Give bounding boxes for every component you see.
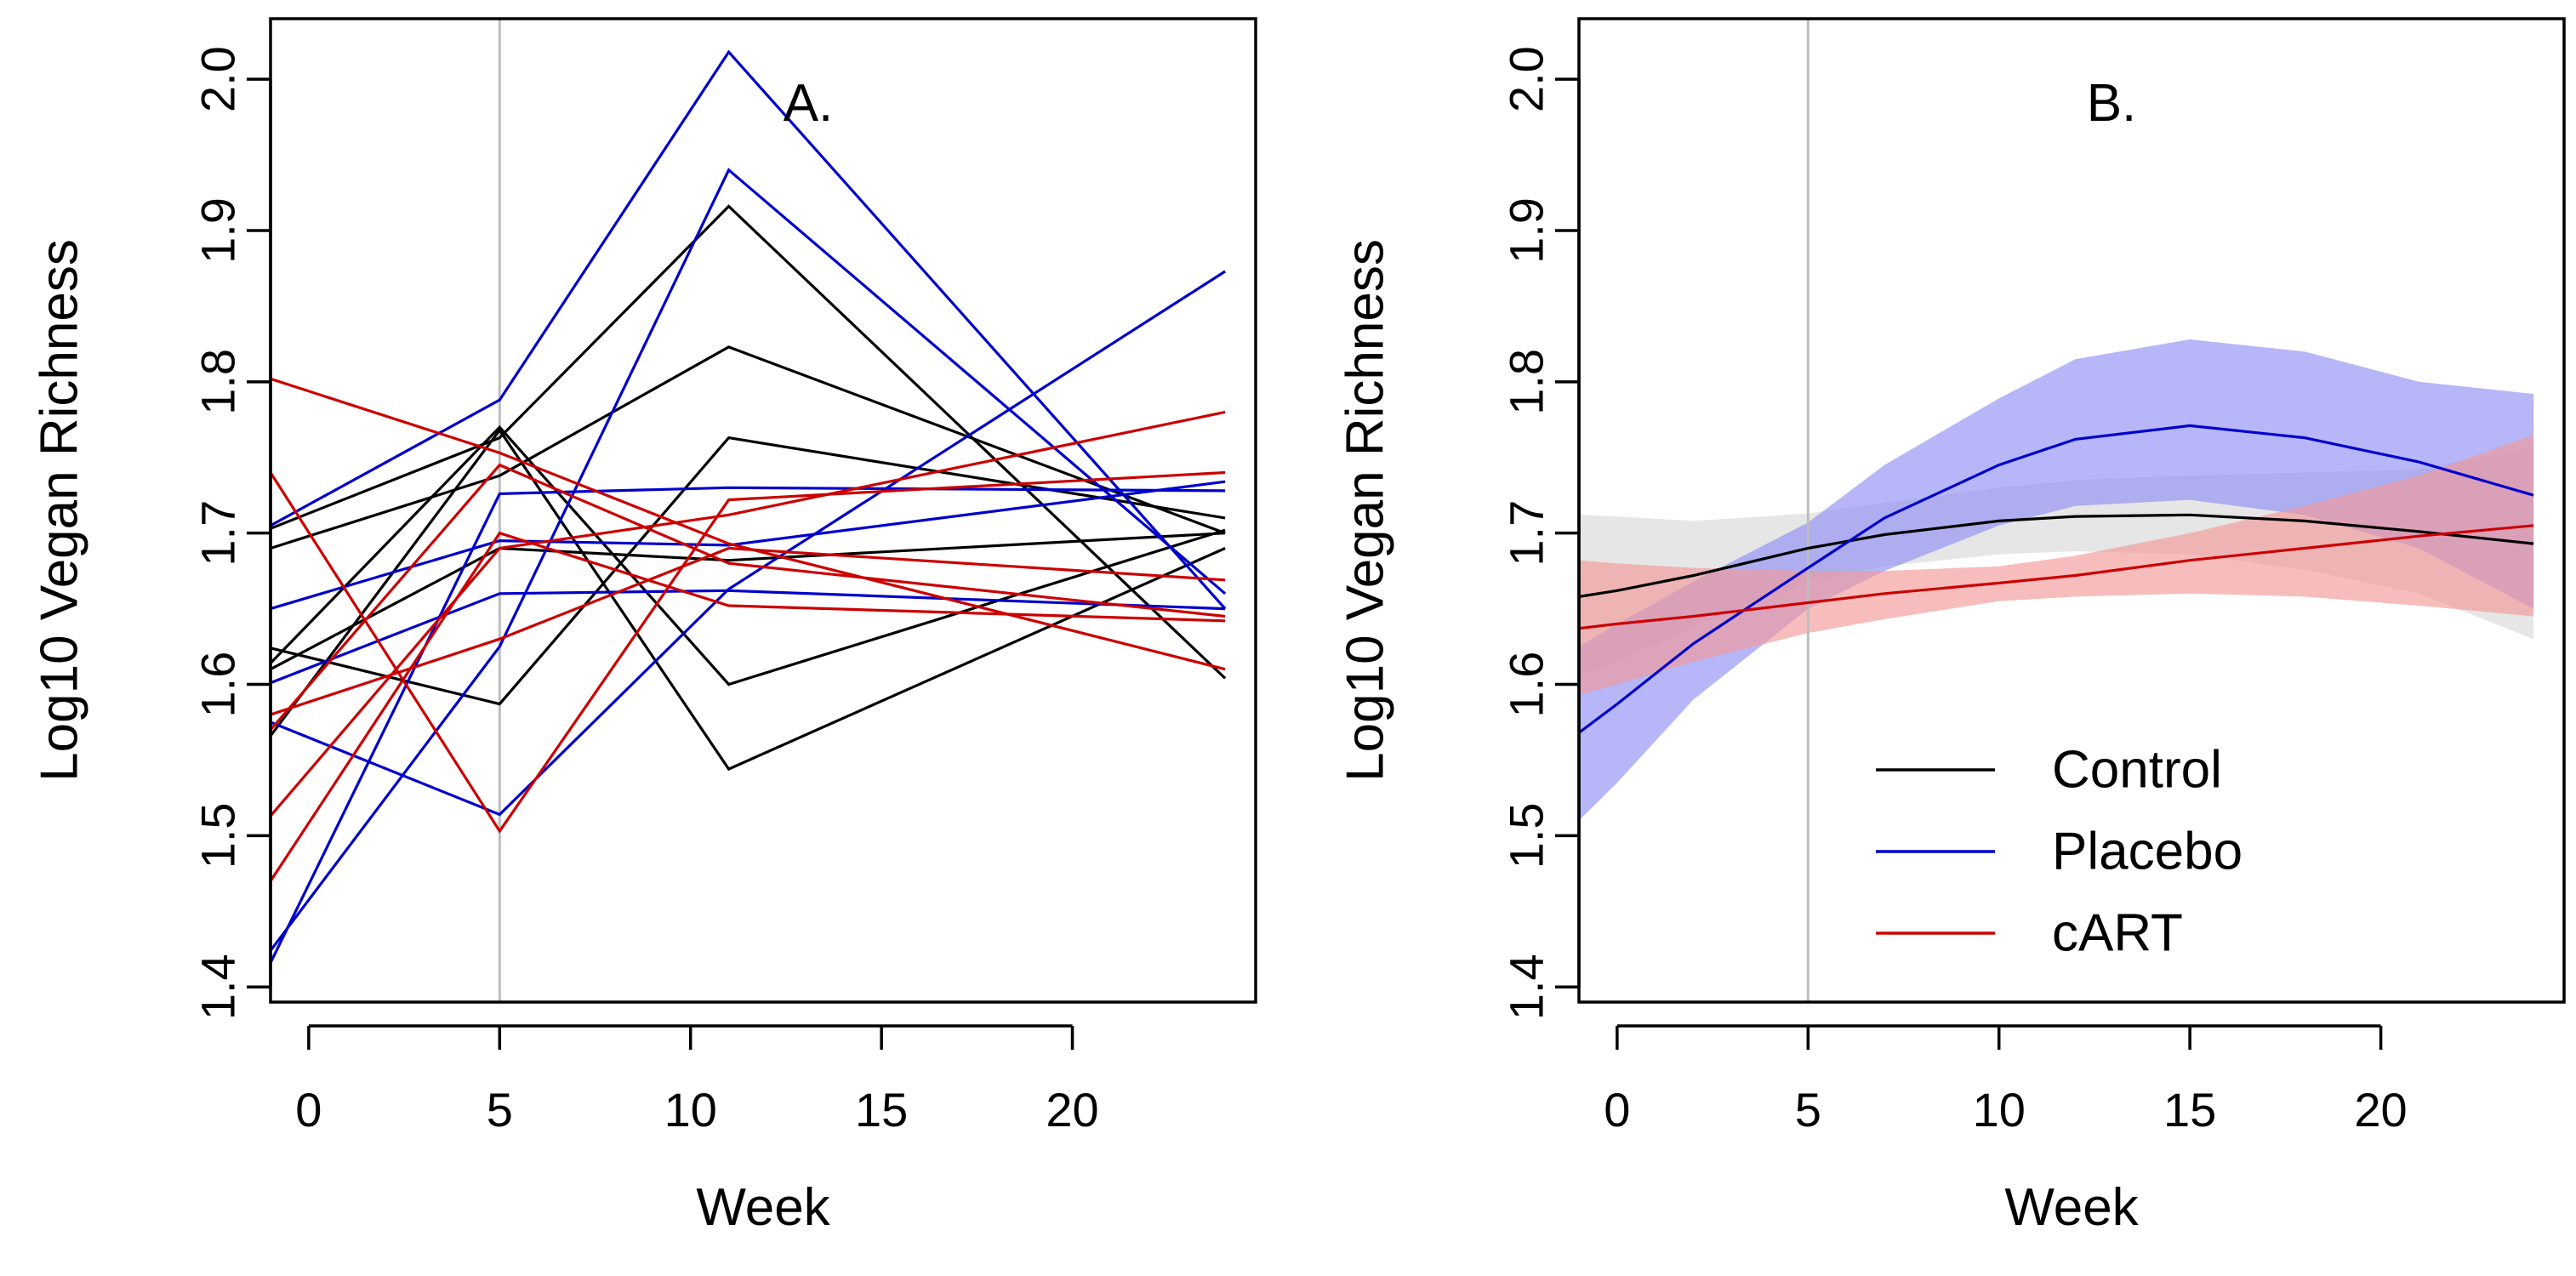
y-tick-label: 2.0 <box>191 46 245 112</box>
x-tick-label: 15 <box>2163 1083 2216 1136</box>
x-tick-label: 10 <box>1973 1083 2026 1136</box>
legend-label-cart: cART <box>2052 904 2183 963</box>
y-axis-title: Log10 Vegan Richness <box>1336 239 1395 782</box>
series-line-placebo-2 <box>1579 424 2534 734</box>
series-line-cart-15 <box>271 463 1226 731</box>
y-tick-label: 1.5 <box>191 802 245 869</box>
series-line-control-6 <box>271 532 1226 671</box>
series-line-control-4 <box>271 424 1226 686</box>
x-axis-title: Week <box>2004 1178 2139 1237</box>
series-line-cart-13 <box>271 377 1226 671</box>
series-line-placebo-12 <box>271 589 1226 685</box>
x-tick-label: 0 <box>1604 1083 1630 1136</box>
x-axis: 0 5 10 15 20 Week <box>1604 1024 2408 1237</box>
x-tick-label: 10 <box>664 1083 717 1136</box>
x-tick-label: 5 <box>487 1083 513 1136</box>
x-tick-label: 0 <box>295 1083 322 1136</box>
x-tick-label: 20 <box>1046 1083 1098 1136</box>
x-tick-label: 15 <box>855 1083 908 1136</box>
x-axis-title: Week <box>696 1178 830 1237</box>
y-tick-label: 1.7 <box>1500 500 1553 567</box>
y-tick-label: 1.8 <box>1500 349 1553 415</box>
y-tick-label: 1.9 <box>1500 197 1553 264</box>
y-tick-label: 1.6 <box>1500 652 1553 718</box>
x-tick-label: 5 <box>1795 1083 1821 1136</box>
y-axis: 1.4 1.5 1.6 1.7 1.8 1.9 2.0 Log10 Vegan Richnes… <box>31 46 272 1020</box>
y-tick-label: 1.8 <box>191 349 245 415</box>
y-tick-label: 1.4 <box>191 954 245 1020</box>
y-axis: 1.4 1.5 1.6 1.7 1.8 1.9 2.0 Log10 Vegan Richnes… <box>1336 46 1581 1020</box>
legend: Control Placebo cART <box>1876 741 2243 963</box>
x-axis: 0 5 10 15 20 Week <box>295 1024 1099 1237</box>
series-line-placebo-7 <box>271 49 1227 610</box>
y-tick-label: 1.5 <box>1500 802 1553 869</box>
series-line-placebo-10 <box>271 480 1226 611</box>
plot-area <box>1579 19 2534 1002</box>
y-tick-label: 1.7 <box>191 500 245 567</box>
panel-a: 0 5 10 15 20 Week 1.4 1.5 1.6 1.7 1.8 1.9 2.0 Log10 V… <box>31 17 1257 1237</box>
panel-label: B. <box>2087 74 2137 133</box>
series-line-cart-3 <box>1579 524 2534 630</box>
ci-band-placebo <box>1579 339 2534 821</box>
y-axis-title: Log10 Vegan Richness <box>31 239 89 782</box>
y-tick-label: 1.9 <box>191 197 245 264</box>
series-line-cart-17 <box>271 531 1226 882</box>
series-line-placebo-8 <box>271 168 1227 952</box>
series-line-cart-16 <box>271 410 1226 817</box>
series-line-placebo-9 <box>271 486 1226 964</box>
series-line-control-5 <box>271 427 1226 772</box>
ci-band-cart <box>1579 435 2534 695</box>
panel-b: 0 5 10 15 20 Week 1.4 1.5 1.6 1.7 1.8 1.9 2.0 Log10 V… <box>1336 17 2566 1237</box>
y-tick-label: 2.0 <box>1500 46 1553 112</box>
y-tick-label: 1.4 <box>1500 954 1553 1020</box>
panel-label: A. <box>784 74 834 133</box>
legend-label-control: Control <box>2052 741 2222 800</box>
series-line-cart-14 <box>271 470 1226 834</box>
series-line-cart-18 <box>271 546 1226 716</box>
series-line-control-1 <box>1579 513 2534 598</box>
series-line-control-1 <box>271 204 1227 680</box>
legend-label-placebo: Placebo <box>2052 823 2243 881</box>
y-tick-label: 1.6 <box>191 652 245 718</box>
plot-area <box>271 19 1227 1002</box>
series-line-placebo-11 <box>271 270 1226 817</box>
x-tick-label: 20 <box>2354 1083 2407 1136</box>
